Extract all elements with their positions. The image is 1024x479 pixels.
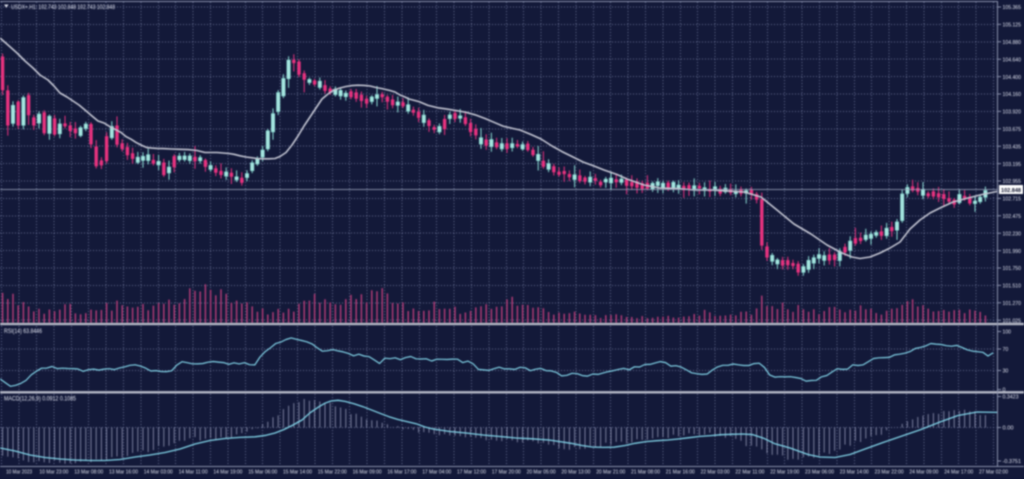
svg-text:102.848: 102.848 bbox=[1001, 188, 1022, 194]
svg-text:20 Mar 05:00: 20 Mar 05:00 bbox=[527, 470, 557, 476]
svg-text:13 Mar 16:00: 13 Mar 16:00 bbox=[109, 470, 139, 476]
svg-text:RSI(14) 63.8446: RSI(14) 63.8446 bbox=[4, 328, 42, 335]
svg-text:10 Mar 23:00: 10 Mar 23:00 bbox=[39, 470, 69, 476]
svg-text:20 Mar 21:00: 20 Mar 21:00 bbox=[596, 470, 626, 476]
svg-text:24 Mar 17:00: 24 Mar 17:00 bbox=[944, 470, 974, 476]
svg-text:103.675: 103.675 bbox=[1003, 127, 1022, 133]
svg-text:24 Mar 09:00: 24 Mar 09:00 bbox=[909, 470, 939, 476]
svg-text:20 Mar 13:00: 20 Mar 13:00 bbox=[561, 470, 591, 476]
svg-text:104.400: 104.400 bbox=[1003, 75, 1022, 81]
svg-text:10 Mar 2023: 10 Mar 2023 bbox=[6, 470, 33, 476]
svg-text:103.920: 103.920 bbox=[1003, 110, 1022, 116]
svg-text:104.160: 104.160 bbox=[1003, 92, 1022, 98]
svg-text:102.230: 102.230 bbox=[1003, 231, 1022, 237]
svg-text:102.955: 102.955 bbox=[1003, 179, 1022, 185]
svg-text:14 Mar 03:00: 14 Mar 03:00 bbox=[144, 470, 174, 476]
svg-text:101.510: 101.510 bbox=[1003, 284, 1022, 290]
svg-text:22 Mar 19:00: 22 Mar 19:00 bbox=[770, 470, 800, 476]
svg-text:14 Mar 19:00: 14 Mar 19:00 bbox=[213, 470, 243, 476]
svg-text:15 Mar 22:00: 15 Mar 22:00 bbox=[318, 470, 348, 476]
svg-text:105.125: 105.125 bbox=[1003, 23, 1022, 29]
svg-text:15 Mar 14:00: 15 Mar 14:00 bbox=[283, 470, 313, 476]
svg-text:101.270: 101.270 bbox=[1003, 301, 1022, 307]
svg-text:70: 70 bbox=[1003, 347, 1009, 353]
svg-text:103.435: 103.435 bbox=[1003, 144, 1022, 150]
svg-text:14 Mar 11:00: 14 Mar 11:00 bbox=[179, 470, 209, 476]
svg-text:101.025: 101.025 bbox=[1003, 318, 1022, 324]
svg-text:0: 0 bbox=[1003, 388, 1007, 394]
svg-text:101.990: 101.990 bbox=[1003, 249, 1022, 255]
svg-text:101.750: 101.750 bbox=[1003, 266, 1022, 272]
svg-text:105.365: 105.365 bbox=[1003, 5, 1022, 11]
svg-text:13 Mar 08:00: 13 Mar 08:00 bbox=[74, 470, 104, 476]
svg-text:22 Mar 11:00: 22 Mar 11:00 bbox=[735, 470, 765, 476]
svg-text:16 Mar 17:00: 16 Mar 17:00 bbox=[387, 470, 417, 476]
svg-text:-0.3751: -0.3751 bbox=[1003, 459, 1022, 465]
svg-text:103.195: 103.195 bbox=[1003, 162, 1022, 168]
svg-text:17 Mar 12:00: 17 Mar 12:00 bbox=[457, 470, 487, 476]
svg-text:17 Mar 04:00: 17 Mar 04:00 bbox=[422, 470, 452, 476]
svg-text:23 Mar 06:00: 23 Mar 06:00 bbox=[805, 470, 835, 476]
svg-text:0.00: 0.00 bbox=[1003, 426, 1015, 432]
svg-text:22 Mar 03:00: 22 Mar 03:00 bbox=[701, 470, 731, 476]
svg-text:21 Mar 16:00: 21 Mar 16:00 bbox=[666, 470, 696, 476]
svg-text:104.880: 104.880 bbox=[1003, 40, 1022, 46]
svg-text:0.3423: 0.3423 bbox=[1003, 395, 1020, 401]
svg-text:MACD(12,26,9) 0.0912 0.1085: MACD(12,26,9) 0.0912 0.1085 bbox=[4, 396, 76, 403]
svg-text:21 Mar 08:00: 21 Mar 08:00 bbox=[631, 470, 661, 476]
svg-text:30: 30 bbox=[1003, 369, 1009, 375]
svg-text:27 Mar 02:00: 27 Mar 02:00 bbox=[979, 470, 1009, 476]
svg-text:17 Mar 20:00: 17 Mar 20:00 bbox=[492, 470, 522, 476]
svg-text:104.640: 104.640 bbox=[1003, 57, 1022, 63]
svg-text:102.715: 102.715 bbox=[1003, 197, 1022, 203]
svg-text:USDX+.H1: 102.743 102.848 102.: USDX+.H1: 102.743 102.848 102.743 102.84… bbox=[11, 4, 115, 11]
svg-text:23 Mar 22:00: 23 Mar 22:00 bbox=[875, 470, 905, 476]
svg-text:16 Mar 09:00: 16 Mar 09:00 bbox=[353, 470, 383, 476]
svg-text:100: 100 bbox=[1003, 330, 1012, 336]
svg-text:15 Mar 06:00: 15 Mar 06:00 bbox=[248, 470, 278, 476]
svg-text:23 Mar 14:00: 23 Mar 14:00 bbox=[840, 470, 870, 476]
svg-text:102.475: 102.475 bbox=[1003, 214, 1022, 220]
